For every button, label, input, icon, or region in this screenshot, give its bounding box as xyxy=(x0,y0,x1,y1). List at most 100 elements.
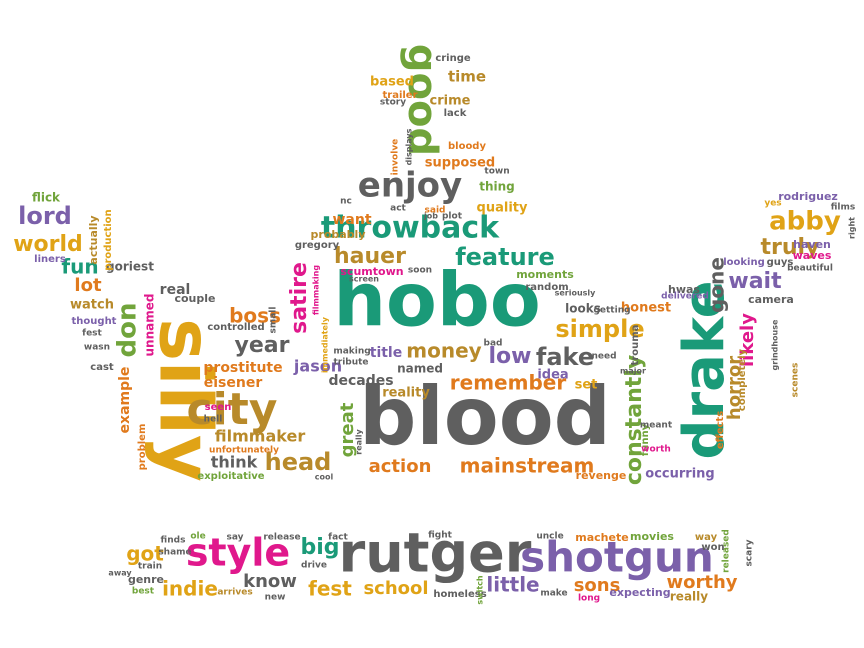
word-trouma: trouma xyxy=(630,325,641,366)
word-remember: remember xyxy=(450,371,567,395)
word-waves: waves xyxy=(793,249,832,262)
word-worthy: worthy xyxy=(666,572,737,593)
word-shame: shame xyxy=(158,548,191,558)
word-fact: fact xyxy=(328,533,348,543)
word-fest: fest xyxy=(308,577,352,601)
word-screen: screen xyxy=(349,275,379,284)
word-blood: blood xyxy=(359,370,611,463)
word-fun: fun xyxy=(61,255,98,279)
word-reality: reality xyxy=(382,386,430,401)
word-train: train xyxy=(138,562,162,572)
word-genre: genre xyxy=(128,573,164,586)
word-watch: watch xyxy=(70,298,114,313)
word-know: know xyxy=(243,571,297,592)
word-flick: flick xyxy=(32,191,61,205)
word-looking: looking xyxy=(723,257,765,268)
word-filmmaker: filmmaker xyxy=(215,427,306,446)
word-prostitute: prostitute xyxy=(203,360,282,376)
word-hobo: hobo xyxy=(333,258,540,344)
word-abby: abby xyxy=(769,207,841,237)
word-action: action xyxy=(369,456,432,477)
word-enjoy: enjoy xyxy=(358,166,462,206)
word-long: long xyxy=(578,594,600,604)
word-moments: moments xyxy=(516,268,574,281)
word-big: big xyxy=(300,535,339,560)
word-occurring: occurring xyxy=(645,467,714,482)
word-make: make xyxy=(540,589,567,599)
word-seriously: seriously xyxy=(555,289,597,298)
word-need: need xyxy=(591,352,616,362)
word-funny: funny xyxy=(640,423,651,456)
word-lack: lack xyxy=(444,108,467,119)
word-silly: silly xyxy=(143,318,227,482)
word-actually: actually xyxy=(87,215,100,264)
word-based: based xyxy=(370,75,414,90)
word-scary: scary xyxy=(745,539,755,566)
word-ole: ole xyxy=(190,532,205,542)
word-city: city xyxy=(187,384,278,435)
word-couple: couple xyxy=(174,292,215,305)
word-really: really xyxy=(670,590,708,604)
word-town: town xyxy=(484,167,509,177)
word-plot: plot xyxy=(442,212,463,222)
word-displays: displays xyxy=(405,128,414,165)
word-supposed: supposed xyxy=(425,156,495,171)
word-fake: fake xyxy=(536,343,594,371)
word-lord: lord xyxy=(18,202,72,230)
word-grindhouse: grindhouse xyxy=(771,319,780,370)
word-probably: probably xyxy=(311,228,366,241)
word-think: think xyxy=(211,453,258,472)
word-shotgun: shotgun xyxy=(520,533,714,582)
word-gone: gone xyxy=(705,257,729,313)
word-immediately: immediately xyxy=(321,316,330,373)
word-drake: drake xyxy=(672,280,737,459)
word-fest: fest xyxy=(82,329,102,339)
word-good: good xyxy=(399,44,445,156)
word-quality: quality xyxy=(477,201,528,216)
word-crime: crime xyxy=(430,94,471,109)
word-wasn: wasn xyxy=(84,343,110,353)
word-sons: sons xyxy=(574,575,621,596)
word-little: little xyxy=(486,573,539,597)
word-worth: worth xyxy=(641,445,671,455)
word-guys: guys xyxy=(767,257,794,268)
word-new: new xyxy=(265,593,286,603)
word-great: great xyxy=(337,402,358,457)
word-films: films xyxy=(831,203,856,213)
word-said: said xyxy=(425,206,446,216)
word-goriest: goriest xyxy=(106,260,154,274)
word-unnamed: unnamed xyxy=(143,294,157,357)
word-bloody: bloody xyxy=(448,141,486,152)
word-best: best xyxy=(132,587,155,597)
word-school: school xyxy=(363,578,428,599)
word-hwas: hwas xyxy=(668,283,700,296)
word-style: style xyxy=(186,531,290,575)
word-haven: haven xyxy=(793,238,831,251)
word-feature: feature xyxy=(455,243,555,271)
word-delivered: delivered xyxy=(661,292,709,302)
word-machete: machete xyxy=(575,531,628,544)
word-drive: drive xyxy=(301,561,327,571)
word-small: small xyxy=(269,307,279,334)
word-likely: likely xyxy=(737,313,758,367)
word-completely: completely xyxy=(737,348,748,411)
word-right: right xyxy=(848,217,857,239)
word-cringe: cringe xyxy=(435,53,471,64)
word-camera: camera xyxy=(748,293,794,306)
word-problem: problem xyxy=(137,424,148,471)
word-random: random xyxy=(525,282,568,293)
word-thing: thing xyxy=(479,180,515,194)
word-production: production xyxy=(103,209,114,270)
word-effects: effects xyxy=(715,411,726,449)
word-example: example xyxy=(117,367,133,434)
word-scenes: scenes xyxy=(791,363,801,398)
word-bad: bad xyxy=(484,339,503,349)
word-truly: truly xyxy=(761,235,820,260)
word-controlled: controlled xyxy=(207,322,264,333)
word-story: story xyxy=(380,98,406,108)
word-don: don xyxy=(113,303,143,358)
word-arrives: arrives xyxy=(217,588,252,598)
word-say: say xyxy=(226,533,243,543)
word-movies: movies xyxy=(630,530,674,543)
